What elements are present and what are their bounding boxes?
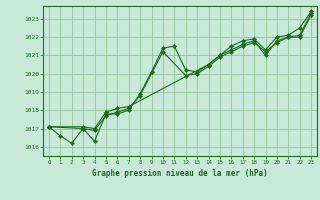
X-axis label: Graphe pression niveau de la mer (hPa): Graphe pression niveau de la mer (hPa) [92,169,268,178]
